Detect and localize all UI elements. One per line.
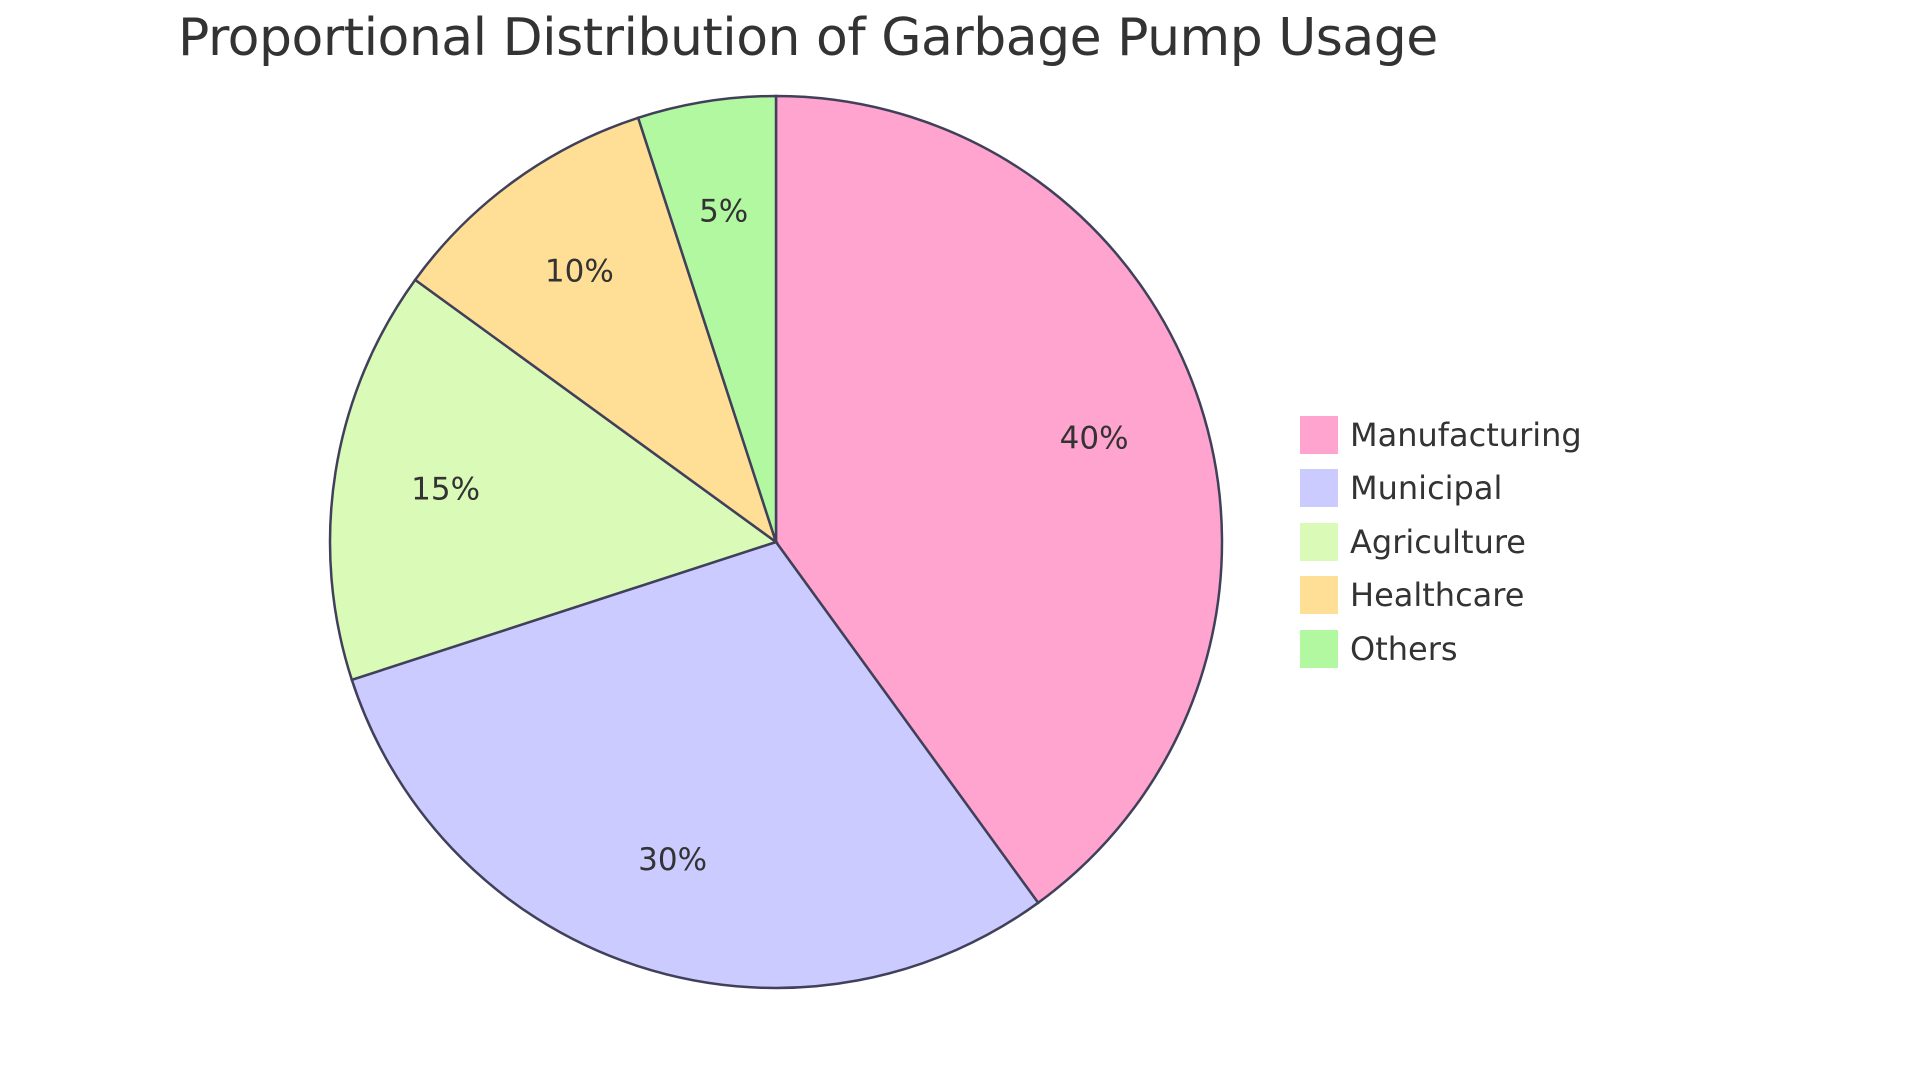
slice-label-manufacturing: 40% <box>1060 421 1129 457</box>
pie-slice-others <box>636 94 778 543</box>
legend-item-manufacturing: Manufacturing <box>1298 408 1582 462</box>
pie-slice-municipal <box>350 540 1040 990</box>
pie-slice-agriculture <box>328 278 779 682</box>
legend-swatch <box>1298 627 1340 670</box>
legend-item-agriculture: Agriculture <box>1298 515 1582 569</box>
slice-label-healthcare: 10% <box>545 253 614 289</box>
legend-swatch <box>1298 413 1340 456</box>
legend-swatch <box>1298 574 1340 617</box>
legend-swatch <box>1298 467 1340 510</box>
legend-label: Healthcare <box>1350 576 1525 615</box>
legend-item-others: Others <box>1298 622 1582 676</box>
pie-slice-healthcare <box>413 116 779 546</box>
legend-label: Others <box>1350 629 1458 668</box>
legend-label: Municipal <box>1350 469 1503 508</box>
legend: Manufacturing Municipal Agriculture Healthc… <box>1298 408 1582 676</box>
legend-item-municipal: Municipal <box>1298 462 1582 516</box>
chart-title: Proportional Distribution of Garbage Pum… <box>178 8 1438 68</box>
slice-label-municipal: 30% <box>638 842 707 878</box>
slice-label-agriculture: 15% <box>411 472 480 508</box>
slice-label-others: 5% <box>699 194 748 230</box>
pie-slice-manufacturing <box>774 94 1224 905</box>
legend-label: Agriculture <box>1350 522 1526 561</box>
legend-swatch <box>1298 520 1340 563</box>
legend-item-healthcare: Healthcare <box>1298 569 1582 623</box>
legend-label: Manufacturing <box>1350 415 1582 454</box>
